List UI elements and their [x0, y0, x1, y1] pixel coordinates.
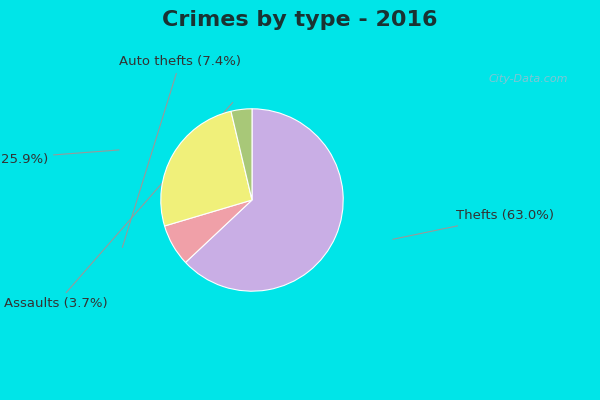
Text: Assaults (3.7%): Assaults (3.7%)	[4, 102, 233, 310]
Text: Crimes by type - 2016: Crimes by type - 2016	[162, 10, 438, 30]
Text: City-Data.com: City-Data.com	[488, 74, 568, 84]
Text: Burglaries (25.9%): Burglaries (25.9%)	[0, 150, 119, 166]
Wedge shape	[185, 109, 343, 291]
Text: Thefts (63.0%): Thefts (63.0%)	[393, 210, 554, 239]
Text: Auto thefts (7.4%): Auto thefts (7.4%)	[119, 55, 241, 247]
Wedge shape	[164, 200, 252, 262]
Wedge shape	[161, 111, 252, 226]
Wedge shape	[231, 109, 252, 200]
